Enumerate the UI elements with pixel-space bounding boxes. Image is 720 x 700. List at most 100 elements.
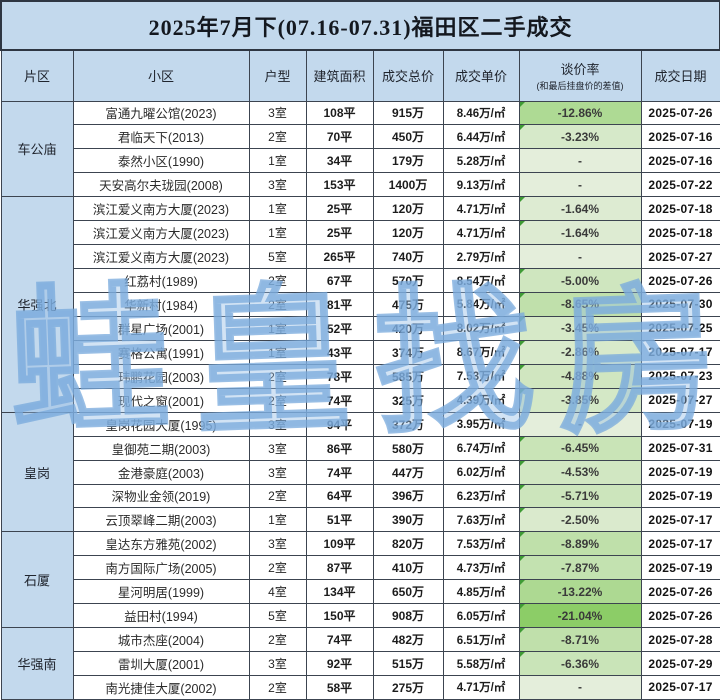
table-row: 红荔村(1989) 2室 67平 570万 8.54万/㎡ -5.00% 2025-07-2…: [1, 268, 720, 293]
discount-rate-cell: -3.45%: [518, 315, 642, 341]
discount-rate-cell: -3.85%: [518, 387, 642, 413]
table-row: 玮鹏花园(2003) 2室 78平 585万 7.53万/㎡ -4.88% 2025-07-…: [1, 363, 720, 389]
total-price-cell: 374万: [372, 339, 444, 365]
layout-cell: 5室: [248, 603, 307, 629]
table-head: 2025年7月下(07.16-07.31)福田区二手成交 片区 小区 户型 建筑…: [0, 0, 720, 102]
unit-price-cell: 5.58万/㎡: [442, 651, 520, 676]
deal-date-cell: 2025-07-25: [640, 315, 720, 341]
col-header-total: 成交总价: [372, 49, 444, 102]
floor-area-cell: 94平: [305, 411, 374, 437]
unit-price-cell: 4.73万/㎡: [442, 555, 520, 581]
total-price-cell: 275万: [372, 675, 444, 700]
total-price-cell: 420万: [372, 315, 444, 341]
unit-price-cell: 4.71万/㎡: [442, 675, 520, 700]
table-row: 泰然小区(1990) 1室 34平 179万 5.28万/㎡ -2025-07-16: [1, 148, 720, 174]
floor-area-cell: 109平: [305, 531, 374, 557]
total-price-cell: 570万: [372, 268, 444, 293]
total-price-cell: 179万: [372, 148, 444, 174]
table-row: 皇御苑二期(2003) 3室 86平 580万 6.74万/㎡ -6.45% 2025-07…: [1, 435, 720, 461]
community-cell: 金港豪庭(2003): [72, 459, 250, 485]
deal-date-cell: 2025-07-26: [640, 579, 720, 605]
unit-price-cell: 7.53万/㎡: [442, 363, 520, 389]
col-header-rate-label: 谈价率: [560, 62, 600, 78]
floor-area-cell: 74平: [305, 387, 374, 413]
layout-cell: 1室: [248, 220, 307, 246]
layout-cell: 5室: [248, 244, 307, 270]
discount-rate-cell: -8.71%: [518, 627, 642, 653]
deal-date-cell: 2025-07-19: [640, 411, 720, 437]
community-cell: 红荔村(1989): [72, 268, 250, 293]
floor-area-cell: 74平: [305, 627, 374, 653]
unit-price-cell: 3.95万/㎡: [442, 411, 520, 437]
table-row: 华强南 城市杰座(2004) 2室 74平 482万 6.51万/㎡ -8.71% 2025-…: [0, 627, 720, 700]
community-cell: 星河明居(1999): [72, 579, 250, 605]
floor-area-cell: 52平: [305, 315, 374, 341]
table-row: 云顶翠峰二期(2003) 1室 51平 390万 7.63万/㎡ -2.50% 2025-0…: [1, 507, 720, 533]
floor-area-cell: 67平: [305, 268, 374, 293]
deal-date-cell: 2025-07-26: [640, 100, 720, 126]
community-cell: 皇达东方雅苑(2002): [72, 531, 250, 557]
floor-area-cell: 58平: [305, 675, 374, 700]
community-cell: 玮鹏花园(2003): [72, 363, 250, 389]
col-header-layout: 户型: [248, 49, 307, 102]
total-price-cell: 650万: [372, 579, 444, 605]
total-price-cell: 1400万: [372, 172, 444, 198]
discount-rate-cell: -5.00%: [518, 268, 642, 293]
floor-area-cell: 92平: [305, 651, 374, 676]
unit-price-cell: 6.74万/㎡: [442, 435, 520, 461]
discount-rate-cell: -8.89%: [518, 531, 642, 557]
deal-date-cell: 2025-07-17: [640, 339, 720, 365]
floor-area-cell: 64平: [305, 483, 374, 509]
deal-date-cell: 2025-07-28: [640, 627, 720, 653]
total-price-cell: 120万: [372, 220, 444, 246]
district-cell: 皇岗: [0, 411, 74, 533]
cell-comment-marker-icon: [520, 532, 525, 538]
table-row: 深物业金领(2019) 2室 64平 396万 6.23万/㎡ -5.71% 2025-07…: [1, 483, 720, 509]
total-price-cell: 908万: [372, 603, 444, 629]
total-price-cell: 515万: [372, 651, 444, 676]
unit-price-cell: 2.79万/㎡: [442, 244, 520, 270]
total-price-cell: 447万: [372, 459, 444, 485]
community-cell: 皇御苑二期(2003): [72, 435, 250, 461]
discount-rate-cell: -: [518, 148, 642, 174]
cell-comment-marker-icon: [520, 221, 525, 227]
table-row: 石厦 皇达东方雅苑(2002) 3室 109平 820万 7.53万/㎡ -8.89% 202…: [0, 531, 720, 629]
total-price-cell: 396万: [372, 483, 444, 509]
deal-date-cell: 2025-07-17: [640, 507, 720, 533]
unit-price-cell: 8.02万/㎡: [442, 315, 520, 341]
cell-comment-marker-icon: [520, 580, 525, 586]
floor-area-cell: 25平: [305, 196, 374, 222]
floor-area-cell: 78平: [305, 363, 374, 389]
layout-cell: 3室: [248, 651, 307, 676]
layout-cell: 3室: [248, 100, 307, 126]
table-row: 滨江爱义南方大厦(2023) 5室 265平 740万 2.79万/㎡ -2025-07-…: [1, 244, 720, 270]
unit-price-cell: 5.84万/㎡: [442, 292, 520, 317]
total-price-cell: 120万: [372, 196, 444, 222]
table-row: 群星广场(2001) 1室 52平 420万 8.02万/㎡ -3.45% 2025-07-…: [1, 315, 720, 341]
discount-rate-cell: -5.71%: [518, 483, 642, 509]
community-cell: 现代之窗(2001): [72, 387, 250, 413]
discount-rate-cell: -4.88%: [518, 363, 642, 389]
layout-cell: 2室: [248, 387, 307, 413]
community-cell: 群星广场(2001): [72, 315, 250, 341]
community-cell: 滨江爱义南方大厦(2023): [72, 244, 250, 270]
floor-area-cell: 70平: [305, 124, 374, 150]
unit-price-cell: 7.63万/㎡: [442, 507, 520, 533]
floor-area-cell: 150平: [305, 603, 374, 629]
table-row: 华新村(1984) 2室 81平 475万 5.84万/㎡ -8.65% 2025-07-3…: [1, 292, 720, 317]
total-price-cell: 740万: [372, 244, 444, 270]
community-cell: 城市杰座(2004): [72, 627, 250, 653]
floor-area-cell: 108平: [305, 100, 374, 126]
community-cell: 君临天下(2013): [72, 124, 250, 150]
total-price-cell: 580万: [372, 435, 444, 461]
discount-rate-cell: -1.64%: [518, 196, 642, 222]
total-price-cell: 585万: [372, 363, 444, 389]
cell-comment-marker-icon: [520, 293, 525, 298]
floor-area-cell: 86平: [305, 435, 374, 461]
unit-price-cell: 4.39万/㎡: [442, 387, 520, 413]
total-price-cell: 915万: [372, 100, 444, 126]
table-row: 车公庙 富通九曜公馆(2023) 3室 108平 915万 8.46万/㎡ -12.86% 2…: [0, 100, 720, 198]
deal-date-cell: 2025-07-19: [640, 555, 720, 581]
district-cell: 石厦: [0, 531, 74, 629]
